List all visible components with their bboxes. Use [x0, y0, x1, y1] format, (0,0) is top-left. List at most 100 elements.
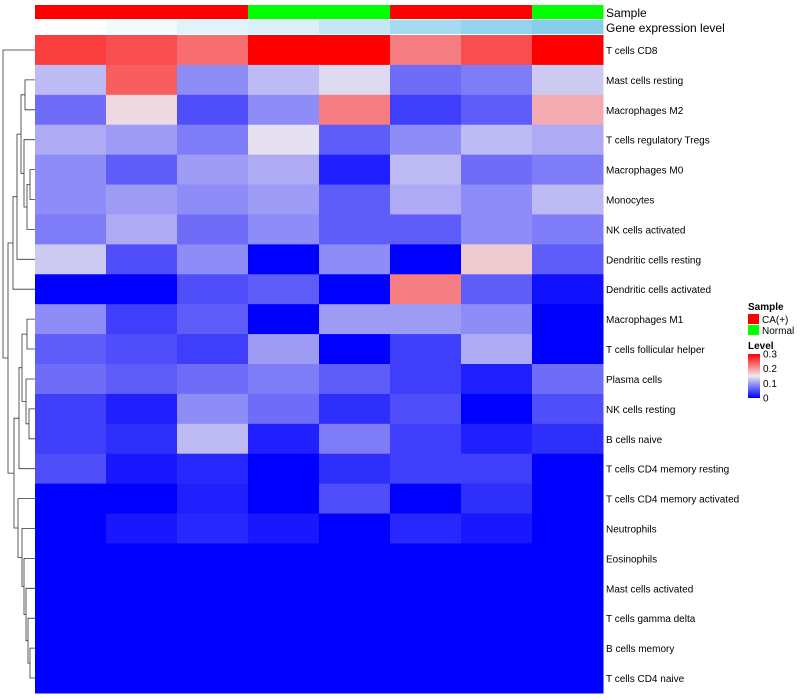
legend-level-tick: 0.1: [763, 379, 777, 390]
heatmap-cell: [106, 154, 178, 186]
heatmap-cell: [319, 184, 391, 215]
row-label: Plasma cells: [606, 375, 662, 386]
heatmap-cell: [35, 214, 107, 245]
heatmap-cell: [390, 184, 462, 215]
heatmap-cell: [177, 513, 249, 544]
heatmap-cell: [106, 64, 178, 96]
heatmap-cell: [319, 483, 391, 515]
heatmap-cell: [177, 274, 249, 305]
heatmap-cell: [390, 543, 462, 574]
heatmap-cell: [106, 423, 178, 455]
heatmap-cell: [532, 483, 604, 515]
expression-annotation-cell: [35, 20, 107, 34]
row-label: Macrophages M2: [606, 106, 684, 117]
heatmap-cell: [532, 543, 604, 574]
row-label: B cells naive: [606, 435, 663, 446]
heatmap-cell: [106, 513, 178, 544]
heatmap-cell: [461, 274, 533, 305]
legend-swatch-ca: [748, 314, 759, 324]
heatmap-cell: [319, 663, 391, 694]
heatmap-cell: [532, 393, 604, 425]
sample-annotation-cell: [35, 5, 107, 19]
heatmap-cell: [319, 124, 391, 156]
heatmap-cell: [390, 154, 462, 186]
heatmap-cell: [177, 603, 249, 634]
heatmap-cell: [177, 94, 249, 126]
heatmap-cell: [461, 64, 533, 96]
heatmap-cell: [248, 35, 320, 66]
heatmap-cell: [532, 573, 604, 604]
heatmap-cell: [319, 64, 391, 96]
annotation-label-sample: Sample: [606, 6, 647, 20]
heatmap-cell: [248, 393, 320, 425]
heatmap-cell: [461, 124, 533, 156]
expression-annotation-cell: [461, 20, 533, 34]
heatmap-cell: [390, 513, 462, 544]
row-label: NK cells resting: [606, 405, 675, 416]
heatmap-cell: [532, 334, 604, 365]
heatmap-cell: [461, 94, 533, 126]
row-label: Mast cells activated: [606, 584, 693, 595]
dendrogram-branch: [16, 133, 35, 260]
row-dendrogram: [2, 49, 35, 679]
heatmap-cell: [532, 603, 604, 634]
row-label: T cells CD4 memory resting: [606, 465, 729, 476]
heatmap-cell: [35, 184, 107, 215]
heatmap-cell: [461, 393, 533, 425]
row-label: Dendritic cells resting: [606, 255, 701, 266]
heatmap-cell: [390, 483, 462, 515]
heatmap-cell: [390, 573, 462, 604]
annotation-tracks: [35, 5, 604, 34]
heatmap-cell: [248, 244, 320, 275]
heatmap-cell: [106, 334, 178, 365]
heatmap-cell: [35, 64, 107, 96]
heatmap-cell: [532, 274, 604, 305]
heatmap-cell: [106, 633, 178, 664]
heatmap-cell: [532, 244, 604, 275]
dendrogram-branch: [25, 587, 35, 642]
heatmap-cell: [177, 543, 249, 574]
heatmap-cell: [390, 393, 462, 425]
row-label: Dendritic cells activated: [606, 285, 711, 296]
heatmap-cell: [106, 543, 178, 574]
heatmap-cell: [390, 35, 462, 66]
heatmap-cell: [461, 154, 533, 186]
dendrogram-branch: [17, 498, 35, 558]
legend: Sample CA(+) Normal Level 0.3 0.2 0.1 0: [748, 302, 794, 405]
heatmap-cell: [35, 633, 107, 664]
heatmap-cell: [106, 274, 178, 305]
dendrogram-branch: [24, 79, 35, 111]
heatmap-cells: [35, 35, 604, 694]
heatmap-cell: [461, 633, 533, 664]
heatmap-cell: [319, 334, 391, 365]
heatmap-cell: [390, 603, 462, 634]
dendrogram-branch: [29, 647, 35, 679]
heatmap-cell: [390, 244, 462, 275]
row-label: Mast cells resting: [606, 76, 683, 87]
heatmap-cell: [106, 393, 178, 425]
heatmap-cell: [177, 393, 249, 425]
heatmap-cell: [461, 513, 533, 544]
heatmap-cell: [319, 274, 391, 305]
heatmap-cell: [390, 423, 462, 455]
heatmap-cell: [319, 543, 391, 574]
dendrogram-branch: [2, 49, 35, 359]
heatmap-cell: [532, 214, 604, 245]
heatmap-cell: [461, 184, 533, 215]
heatmap-cell: [177, 214, 249, 245]
heatmap-cell: [532, 64, 604, 96]
heatmap-cell: [319, 393, 391, 425]
expression-annotation-cell: [248, 20, 320, 34]
heatmap-cell: [532, 35, 604, 66]
heatmap-cell: [35, 35, 107, 66]
heatmap-cell: [177, 244, 249, 275]
heatmap-cell: [248, 543, 320, 574]
row-label: T cells CD4 memory activated: [606, 495, 739, 506]
heatmap-cell: [248, 214, 320, 245]
heatmap-cell: [532, 633, 604, 664]
row-label: T cells CD4 naive: [606, 674, 685, 685]
dendrogram-branch: [18, 367, 35, 470]
heatmap-cell: [461, 423, 533, 455]
heatmap-cell: [532, 124, 604, 156]
legend-color-bar: [748, 354, 760, 398]
